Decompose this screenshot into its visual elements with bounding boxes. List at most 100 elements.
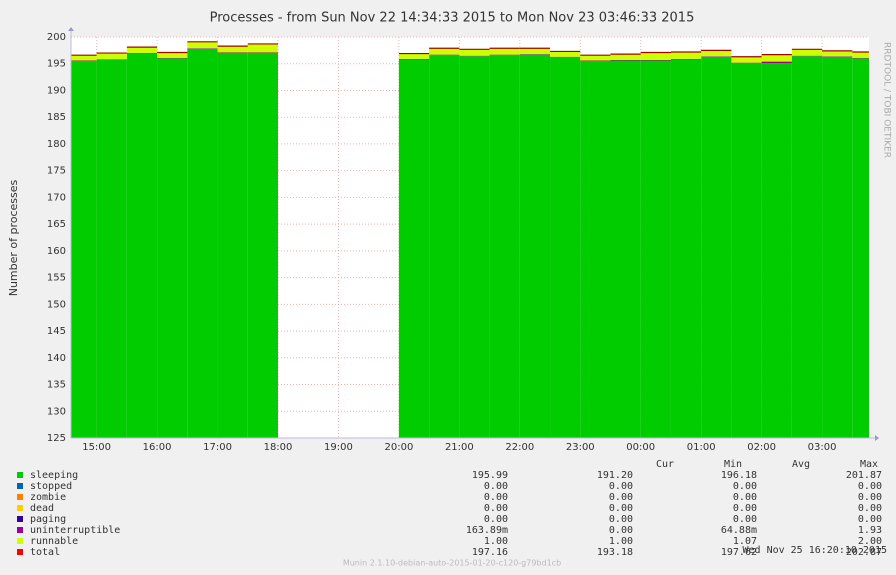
legend-stat: 0.00 — [858, 514, 882, 525]
y-tick-label: 175 — [47, 166, 66, 177]
legend-label: total — [30, 547, 60, 558]
area-step — [126, 53, 158, 438]
legend-stat: 0.00 — [484, 492, 508, 503]
legend-stat: 1.00 — [484, 536, 508, 547]
area-step — [429, 48, 460, 55]
area-step — [187, 48, 218, 49]
x-tick-label: 16:00 — [143, 442, 172, 453]
y-tick-label: 195 — [47, 59, 66, 70]
legend-stat: 1.00 — [609, 536, 633, 547]
area-step — [731, 62, 762, 64]
legend-stat: 0.00 — [609, 514, 633, 525]
legend-stat: 202.87 — [846, 547, 882, 558]
y-tick-label: 170 — [47, 192, 66, 203]
area-step — [217, 46, 248, 53]
legend-stat: 0.00 — [858, 492, 882, 503]
legend-stat: 0.00 — [858, 481, 882, 492]
legend-stat: 201.87 — [846, 470, 882, 481]
area-step — [217, 53, 248, 438]
x-tick-label: 00:00 — [626, 442, 655, 453]
area-step — [670, 51, 702, 59]
area-step — [247, 53, 278, 438]
x-tick-label: 21:00 — [445, 442, 474, 453]
chart-title: Processes - from Sun Nov 22 14:34:33 201… — [210, 11, 695, 26]
y-tick-label: 190 — [47, 85, 66, 96]
area-step — [96, 53, 127, 60]
area-step — [519, 54, 551, 438]
area-step — [791, 49, 823, 56]
area-step — [701, 56, 732, 439]
x-tick-label: 19:00 — [324, 442, 353, 453]
y-tick-label: 140 — [47, 353, 66, 364]
area-step — [71, 60, 97, 62]
legend-stat: 0.00 — [733, 481, 757, 492]
legend-swatch — [17, 527, 23, 533]
area-step — [96, 59, 127, 439]
legend-stat: 1.93 — [858, 525, 882, 536]
y-tick-label: 160 — [47, 246, 66, 257]
area-step — [761, 61, 792, 64]
legend-label: zombie — [30, 492, 66, 503]
area-step — [489, 48, 520, 55]
legend-stat: 0.00 — [484, 514, 508, 525]
area-step — [791, 55, 823, 57]
legend-stat: 1.07 — [733, 536, 757, 547]
x-tick-label: 02:00 — [747, 442, 776, 453]
x-tick-label: 23:00 — [566, 442, 595, 453]
area-step — [580, 61, 611, 439]
legend-stat: 0.00 — [609, 492, 633, 503]
area-step — [126, 53, 158, 54]
x-tick-label: 22:00 — [505, 442, 534, 453]
axis-arrow — [68, 27, 74, 31]
y-tick-label: 130 — [47, 406, 66, 417]
x-tick-label: 17:00 — [203, 442, 232, 453]
area-step — [157, 57, 188, 59]
watermark: RRDTOOL / TOBI OETIKER — [882, 42, 892, 158]
y-tick-label: 125 — [47, 433, 66, 444]
y-tick-label: 180 — [47, 139, 66, 150]
legend-stat: 0.00 — [733, 492, 757, 503]
area-step — [429, 55, 460, 439]
area-step — [550, 56, 581, 58]
legend-stat: 163.89m — [466, 525, 508, 536]
area-step — [459, 56, 490, 439]
legend-label: sleeping — [30, 470, 78, 481]
area-step — [550, 51, 581, 57]
legend-label: dead — [30, 503, 54, 514]
area-step — [550, 57, 581, 439]
legend-label: uninterruptible — [30, 525, 120, 536]
legend-swatch — [17, 472, 23, 478]
legend-swatch — [17, 516, 23, 522]
legend-stat: 0.00 — [733, 514, 757, 525]
area-step — [701, 56, 732, 57]
legend-column-header: Min — [724, 459, 742, 470]
legend-label: stopped — [30, 481, 72, 492]
area-step — [157, 52, 188, 58]
area-step — [761, 63, 792, 438]
legend-stat: 0.00 — [609, 503, 633, 514]
x-tick-label: 03:00 — [808, 442, 837, 453]
y-tick-label: 200 — [47, 32, 66, 43]
area-step — [187, 48, 218, 438]
legend-stat: 0.00 — [858, 503, 882, 514]
area-step — [822, 56, 853, 439]
legend-stat: 2.00 — [858, 536, 882, 547]
area-step — [701, 50, 732, 57]
area-step — [580, 60, 611, 62]
area-step — [670, 58, 702, 60]
y-tick-label: 155 — [47, 273, 66, 284]
area-step — [761, 54, 792, 62]
area-step — [519, 54, 551, 55]
legend-label: runnable — [30, 536, 78, 547]
legend-stat: 0.00 — [609, 481, 633, 492]
y-tick-label: 145 — [47, 326, 66, 337]
area-step — [791, 56, 823, 439]
area-step — [731, 56, 762, 63]
legend-stat: 191.20 — [597, 470, 633, 481]
area-step — [731, 63, 762, 438]
y-tick-label: 185 — [47, 112, 66, 123]
area-step — [459, 55, 490, 57]
area-step — [610, 59, 641, 61]
area-step — [398, 59, 430, 439]
